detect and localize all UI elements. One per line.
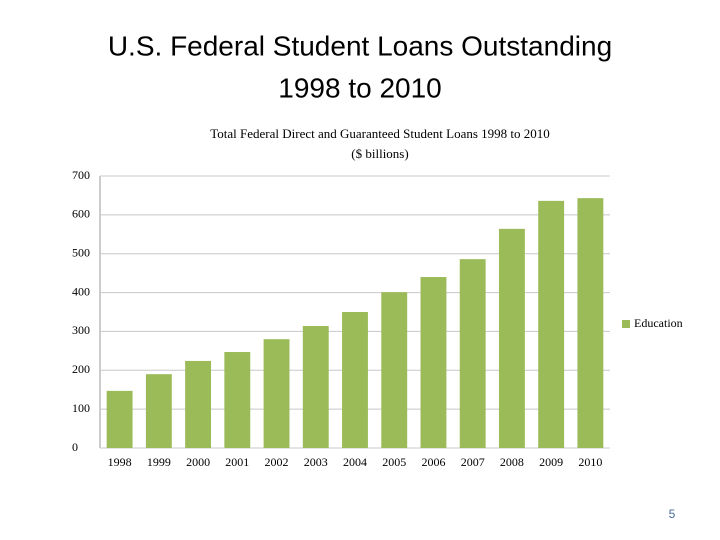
bar	[263, 339, 290, 448]
slide-title: 1998 to 2010	[278, 72, 442, 103]
bar	[224, 352, 251, 448]
bar	[145, 374, 172, 448]
bar	[302, 325, 329, 448]
page-number: 5	[669, 507, 676, 521]
x-tick-label: 2006	[421, 455, 445, 469]
y-tick-label: 400	[72, 284, 90, 298]
x-tick-label: 1999	[147, 455, 171, 469]
bar	[577, 198, 604, 448]
x-tick-label: 2004	[343, 455, 367, 469]
bar	[459, 259, 486, 448]
bar	[106, 390, 133, 448]
bar	[498, 228, 525, 448]
x-tick-label: 2002	[265, 455, 289, 469]
y-tick-label: 300	[72, 323, 90, 337]
x-tick-label: 2010	[578, 455, 602, 469]
x-tick-label: 2001	[225, 455, 249, 469]
y-tick-label: 0	[72, 440, 78, 454]
bar	[342, 312, 368, 448]
legend-label: Education	[634, 316, 683, 330]
y-tick-label: 200	[72, 362, 90, 376]
x-tick-label: 2009	[539, 455, 563, 469]
x-tick-label: 2007	[461, 455, 485, 469]
chart-subtitle: ($ billions)	[351, 146, 408, 161]
y-tick-label: 600	[72, 207, 90, 221]
y-tick-label: 700	[72, 168, 90, 182]
bar	[381, 292, 408, 448]
legend-swatch	[622, 320, 630, 328]
x-tick-label: 2005	[382, 455, 406, 469]
x-tick-label: 2000	[186, 455, 210, 469]
x-tick-label: 2003	[304, 455, 328, 469]
x-tick-label: 1998	[108, 455, 132, 469]
y-tick-label: 100	[72, 401, 90, 415]
slide-title: U.S. Federal Student Loans Outstanding	[108, 30, 612, 61]
y-tick-label: 500	[72, 245, 90, 259]
bar	[420, 277, 447, 448]
bar	[185, 360, 212, 448]
x-tick-label: 2008	[500, 455, 524, 469]
chart-title: Total Federal Direct and Guaranteed Stud…	[210, 126, 550, 141]
bar	[538, 200, 565, 448]
